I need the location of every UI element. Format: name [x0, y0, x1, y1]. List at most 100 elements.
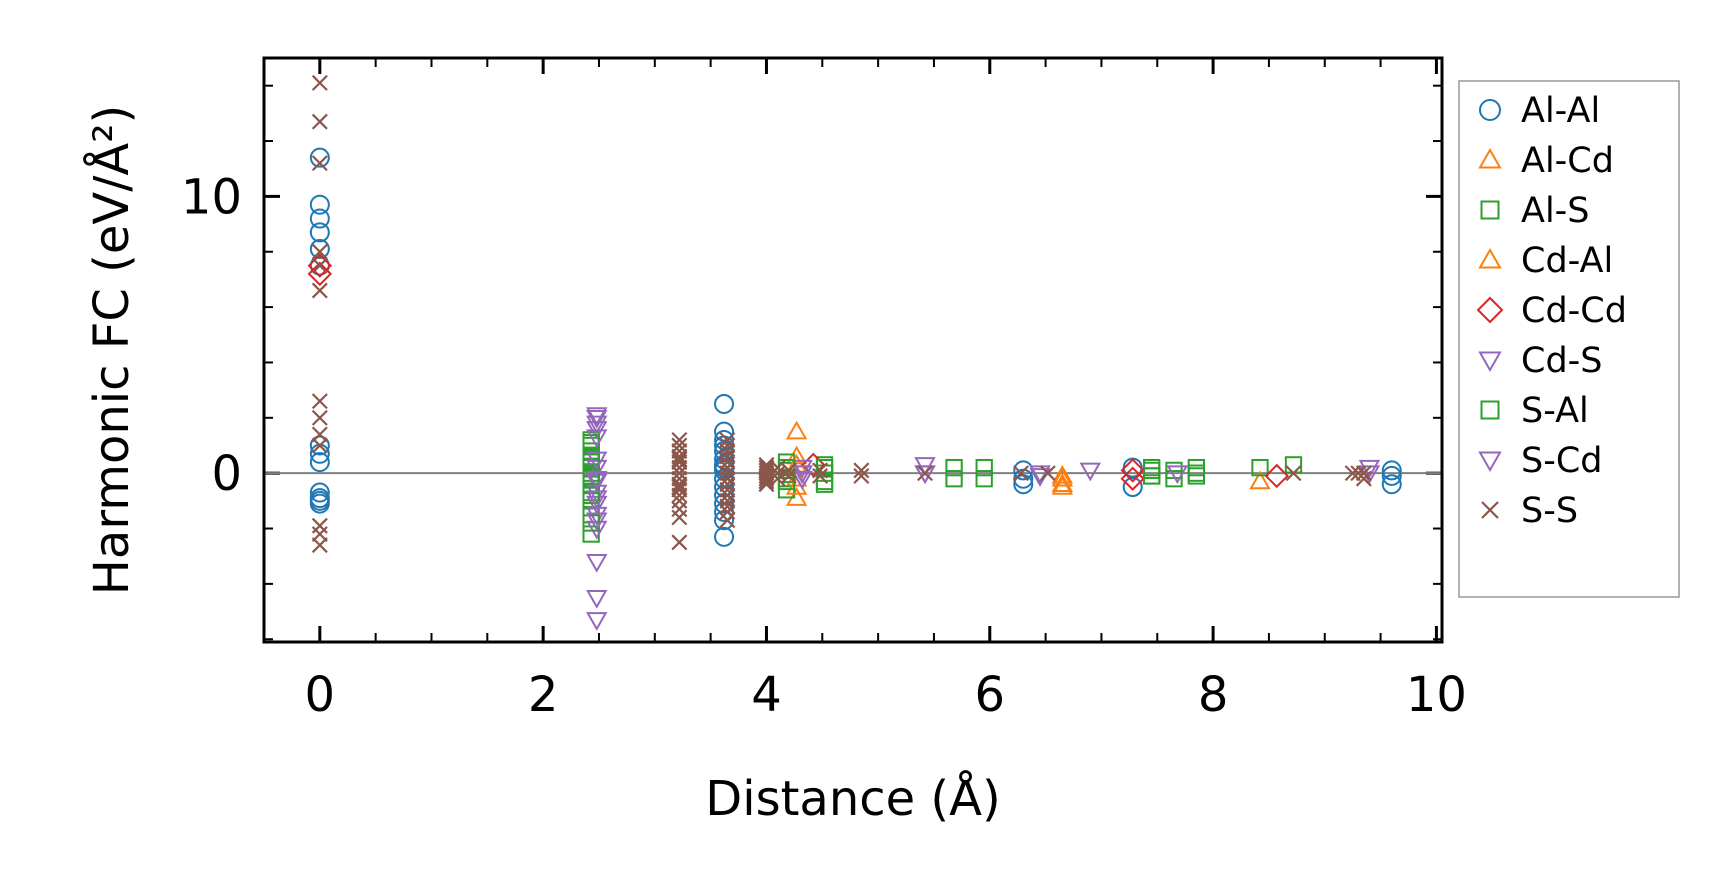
point-s-s: [1013, 465, 1030, 482]
point-cd-s: [1166, 465, 1189, 485]
y-tick-label: 10: [181, 169, 242, 225]
tick-labels: 0 2 4 6 8 10 0 10: [181, 169, 1467, 723]
point-s-cd: [586, 512, 608, 532]
point-s-s: [780, 462, 797, 479]
point-s-cd: [586, 612, 608, 631]
point-s-s: [812, 462, 829, 479]
y-tick-label: 0: [211, 446, 242, 502]
point-s-al: [1143, 467, 1161, 485]
point-s-s: [917, 465, 933, 482]
legend-marker-s-cd: [1478, 451, 1502, 473]
legend-label-cd-s: Cd-S: [1521, 341, 1603, 381]
point-s-s: [719, 498, 736, 515]
legend-marker-al-cd: [1478, 147, 1502, 169]
plot-background: [264, 58, 1442, 642]
point-cd-al: [1051, 473, 1074, 492]
point-cd-s: [1358, 459, 1381, 479]
legend-items: Al-Al Al-Cd Al-S Cd-Al Cd-Cd Cd-S S-Al S-Cd S-S: [1476, 91, 1627, 531]
point-al-al: [1381, 474, 1402, 495]
point-al-al: [1122, 477, 1143, 498]
point-s-al: [582, 486, 600, 504]
x-tick-label: 2: [528, 667, 559, 723]
legend-label-al-al: Al-Al: [1521, 91, 1600, 131]
point-al-al: [714, 393, 735, 414]
point-al-al: [309, 493, 330, 514]
point-al-al: [309, 208, 330, 229]
point-s-s: [311, 74, 328, 91]
point-al-al: [309, 482, 330, 503]
legend-marker-cd-cd: [1476, 296, 1504, 324]
point-al-s: [945, 470, 963, 488]
point-cd-s: [791, 459, 813, 479]
point-cd-cd: [307, 261, 333, 287]
point-al-al: [1381, 465, 1402, 486]
point-s-s: [719, 512, 736, 529]
point-s-s: [311, 393, 328, 410]
point-cd-s: [1029, 465, 1051, 485]
point-al-s: [1251, 458, 1269, 477]
point-s-s: [780, 467, 797, 484]
y-axis-label: Harmonic FC (eV/Å²): [83, 105, 140, 595]
point-cd-s: [586, 415, 608, 435]
point-al-cd: [1051, 467, 1074, 487]
legend-marker-cd-s: [1478, 351, 1502, 373]
point-s-al: [1187, 464, 1206, 482]
point-s-cd: [586, 490, 608, 510]
point-s-s: [1039, 465, 1056, 482]
point-s-s: [1344, 465, 1361, 482]
point-s-s: [1355, 470, 1372, 487]
legend-label-s-al: S-Al: [1521, 391, 1589, 431]
legend-marker-cd-al: [1478, 247, 1502, 269]
point-s-cd: [791, 465, 813, 485]
data-points: [307, 74, 1402, 631]
point-s-cd: [586, 451, 608, 471]
point-s-s: [311, 437, 328, 454]
point-s-cd: [914, 465, 936, 485]
point-cd-cd: [1120, 466, 1145, 491]
point-al-cd: [785, 420, 808, 440]
point-al-al: [309, 194, 330, 215]
point-s-cd: [586, 470, 608, 490]
point-s-cd: [586, 589, 608, 609]
point-s-cd: [586, 429, 608, 449]
point-s-s: [1285, 465, 1302, 482]
legend-marker-al-al: [1479, 99, 1501, 121]
point-al-cd: [1249, 470, 1271, 490]
x-tick-label: 6: [975, 667, 1006, 723]
plot-frame: [262, 56, 1444, 644]
point-al-s: [975, 458, 993, 477]
point-s-s: [853, 467, 870, 484]
point-al-al: [309, 452, 330, 473]
point-s-s: [311, 537, 328, 554]
x-tick-label: 4: [751, 667, 782, 723]
x-tick-label: 8: [1198, 667, 1229, 723]
x-axis-label: Distance (Å): [705, 770, 1000, 827]
point-al-al: [309, 222, 330, 243]
legend-label-s-cd: S-Cd: [1521, 441, 1603, 481]
point-s-s: [812, 467, 829, 484]
x-tick-label: 0: [305, 667, 336, 723]
point-cd-s: [586, 410, 608, 429]
point-s-s: [311, 409, 328, 426]
legend-marker-s-al: [1480, 400, 1500, 420]
point-al-s: [1165, 470, 1183, 488]
point-cd-cd: [1264, 463, 1289, 489]
series-s-s: [311, 74, 1372, 554]
point-cd-s: [586, 553, 608, 573]
series-al-cd: [785, 420, 1271, 506]
point-al-s: [945, 458, 963, 477]
point-s-s: [311, 282, 328, 299]
legend-label-cd-al: Cd-Al: [1521, 241, 1613, 281]
point-s-cd: [586, 407, 608, 427]
x-tick-label: 10: [1406, 667, 1467, 723]
point-al-al: [1381, 460, 1402, 481]
legend: Al-Al Al-Cd Al-S Cd-Al Cd-Cd Cd-S S-Al S-Cd S-S: [1458, 80, 1680, 598]
point-s-s: [311, 155, 328, 172]
point-s-s: [853, 462, 870, 479]
point-s-s: [311, 257, 328, 274]
point-s-s: [671, 534, 688, 551]
legend-label-s-s: S-S: [1521, 491, 1578, 531]
point-al-al: [714, 526, 735, 547]
legend-marker-al-s: [1480, 200, 1500, 220]
